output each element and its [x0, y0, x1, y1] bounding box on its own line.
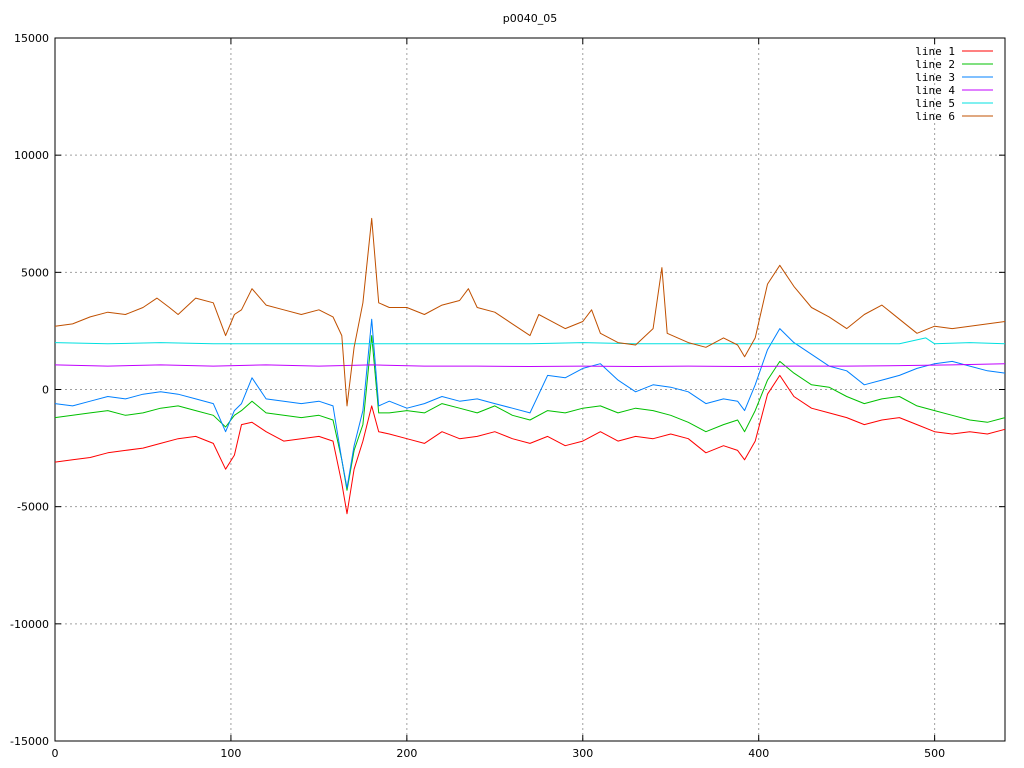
- axis-ticks: -15000 -10000 -5000 0 5000 10000 15000 0 100 200 3…: [10, 32, 1005, 760]
- series-line-4: [54, 363, 1006, 367]
- series-line-3: [54, 318, 1006, 489]
- series-line-1: [54, 374, 1006, 515]
- legend-label-2: line 2: [915, 58, 955, 71]
- x-tick-label: 500: [924, 747, 945, 760]
- series-line-6: [54, 217, 1006, 407]
- series-line-2: [54, 335, 1006, 491]
- y-tick-label: 5000: [21, 266, 49, 279]
- legend-label-5: line 5: [915, 97, 955, 110]
- x-tick-label: 200: [396, 747, 417, 760]
- x-tick-label: 300: [572, 747, 593, 760]
- chart-title: p0040_05: [503, 12, 557, 25]
- y-tick-label: 0: [42, 384, 49, 397]
- y-tick-label: -5000: [17, 501, 49, 514]
- x-tick-label: 0: [52, 747, 59, 760]
- x-tick-label: 400: [748, 747, 769, 760]
- series-line-5: [54, 337, 1006, 345]
- x-tick-label: 100: [220, 747, 241, 760]
- series-lines: [54, 217, 1006, 515]
- legend-label-6: line 6: [915, 110, 955, 123]
- legend-label-4: line 4: [915, 84, 955, 97]
- y-tick-label: 10000: [14, 149, 49, 162]
- legend-label-3: line 3: [915, 71, 955, 84]
- y-tick-label: 15000: [14, 32, 49, 45]
- grid: [55, 38, 1005, 741]
- y-tick-label: -10000: [10, 618, 49, 631]
- y-tick-label: -15000: [10, 735, 49, 748]
- legend-label-1: line 1: [915, 45, 955, 58]
